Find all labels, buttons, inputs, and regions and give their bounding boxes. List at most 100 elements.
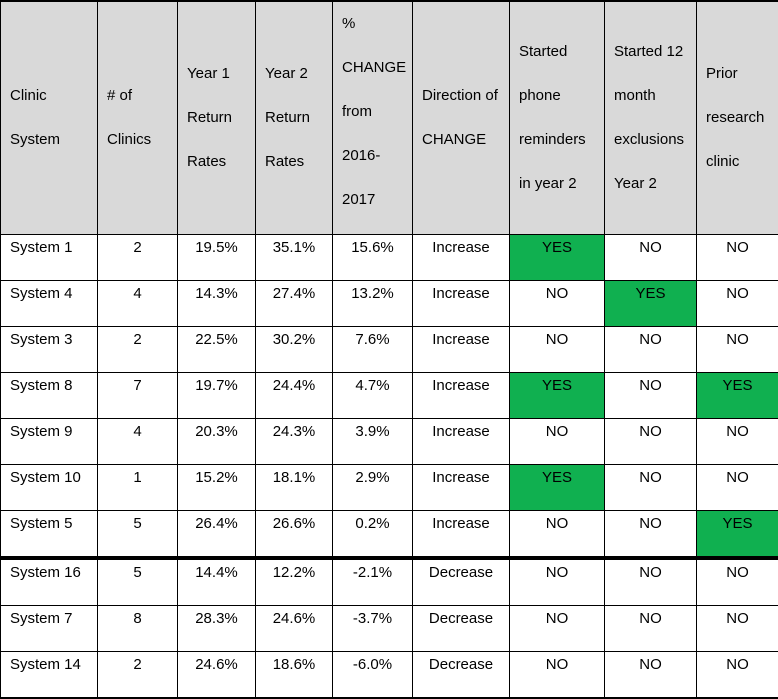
cell-num-clinics: 5 [98,558,178,606]
header-year1-return-rates: Year 1 Return Rates [178,1,256,235]
cell-year1-rate: 15.2% [178,465,256,511]
cell-num-clinics: 2 [98,235,178,281]
cell-percent-change: 2.9% [333,465,413,511]
header-row: Clinic System # of Clinics Year 1 Return… [1,1,778,235]
cell-year2-rate: 30.2% [256,327,333,373]
cell-prior-research-clinic: NO [697,606,778,652]
cell-phone-reminders: YES [510,465,605,511]
cell-percent-change: 15.6% [333,235,413,281]
header-num-clinics: # of Clinics [98,1,178,235]
cell-prior-research-clinic: NO [697,465,778,511]
cell-year1-rate: 14.3% [178,281,256,327]
cell-phone-reminders: NO [510,327,605,373]
cell-percent-change: 4.7% [333,373,413,419]
cell-phone-reminders: YES [510,235,605,281]
cell-phone-reminders: NO [510,558,605,606]
cell-num-clinics: 4 [98,281,178,327]
cell-prior-research-clinic: NO [697,419,778,465]
cell-direction: Increase [413,373,510,419]
header-direction-of-change: Direction of CHANGE [413,1,510,235]
cell-year2-rate: 18.1% [256,465,333,511]
cell-percent-change: -6.0% [333,652,413,699]
cell-percent-change: -2.1% [333,558,413,606]
cell-num-clinics: 2 [98,652,178,699]
cell-year2-rate: 24.6% [256,606,333,652]
cell-direction: Increase [413,281,510,327]
cell-prior-research-clinic: NO [697,558,778,606]
header-12-month-exclusions: Started 12 month exclusions Year 2 [605,1,697,235]
header-phone-reminders: Started phone reminders in year 2 [510,1,605,235]
cell-num-clinics: 1 [98,465,178,511]
cell-clinic-system: System 8 [1,373,98,419]
cell-12-month-exclusions: NO [605,419,697,465]
cell-num-clinics: 2 [98,327,178,373]
cell-percent-change: 0.2% [333,511,413,559]
cell-prior-research-clinic: YES [697,373,778,419]
cell-12-month-exclusions: NO [605,606,697,652]
cell-year1-rate: 19.7% [178,373,256,419]
cell-clinic-system: System 7 [1,606,98,652]
cell-percent-change: -3.7% [333,606,413,652]
cell-phone-reminders: NO [510,606,605,652]
cell-percent-change: 7.6% [333,327,413,373]
cell-phone-reminders: NO [510,652,605,699]
header-percent-change: % CHANGE from 2016-2017 [333,1,413,235]
cell-phone-reminders: YES [510,373,605,419]
cell-phone-reminders: NO [510,281,605,327]
cell-year2-rate: 27.4% [256,281,333,327]
cell-clinic-system: System 1 [1,235,98,281]
header-year2-return-rates: Year 2 Return Rates [256,1,333,235]
cell-12-month-exclusions: NO [605,511,697,559]
cell-prior-research-clinic: NO [697,235,778,281]
cell-direction: Increase [413,465,510,511]
cell-12-month-exclusions: NO [605,652,697,699]
cell-year1-rate: 19.5% [178,235,256,281]
cell-clinic-system: System 14 [1,652,98,699]
cell-direction: Increase [413,419,510,465]
cell-year1-rate: 24.6% [178,652,256,699]
cell-12-month-exclusions: YES [605,281,697,327]
cell-12-month-exclusions: NO [605,373,697,419]
cell-year2-rate: 35.1% [256,235,333,281]
cell-year2-rate: 24.3% [256,419,333,465]
cell-year1-rate: 20.3% [178,419,256,465]
cell-clinic-system: System 4 [1,281,98,327]
cell-prior-research-clinic: NO [697,327,778,373]
cell-prior-research-clinic: NO [697,281,778,327]
cell-num-clinics: 7 [98,373,178,419]
cell-phone-reminders: NO [510,511,605,559]
cell-prior-research-clinic: NO [697,652,778,699]
cell-direction: Decrease [413,652,510,699]
cell-year1-rate: 14.4% [178,558,256,606]
cell-direction: Decrease [413,558,510,606]
cell-year2-rate: 24.4% [256,373,333,419]
cell-12-month-exclusions: NO [605,558,697,606]
cell-year2-rate: 18.6% [256,652,333,699]
cell-12-month-exclusions: NO [605,327,697,373]
cell-percent-change: 13.2% [333,281,413,327]
header-clinic-system: Clinic System [1,1,98,235]
cell-num-clinics: 8 [98,606,178,652]
cell-12-month-exclusions: NO [605,235,697,281]
cell-year1-rate: 28.3% [178,606,256,652]
cell-phone-reminders: NO [510,419,605,465]
cell-direction: Increase [413,235,510,281]
cell-clinic-system: System 3 [1,327,98,373]
cell-year2-rate: 26.6% [256,511,333,559]
cell-year1-rate: 22.5% [178,327,256,373]
cell-direction: Decrease [413,606,510,652]
cell-clinic-system: System 10 [1,465,98,511]
cell-prior-research-clinic: YES [697,511,778,559]
cell-direction: Increase [413,511,510,559]
cell-year1-rate: 26.4% [178,511,256,559]
cell-percent-change: 3.9% [333,419,413,465]
cell-num-clinics: 4 [98,419,178,465]
